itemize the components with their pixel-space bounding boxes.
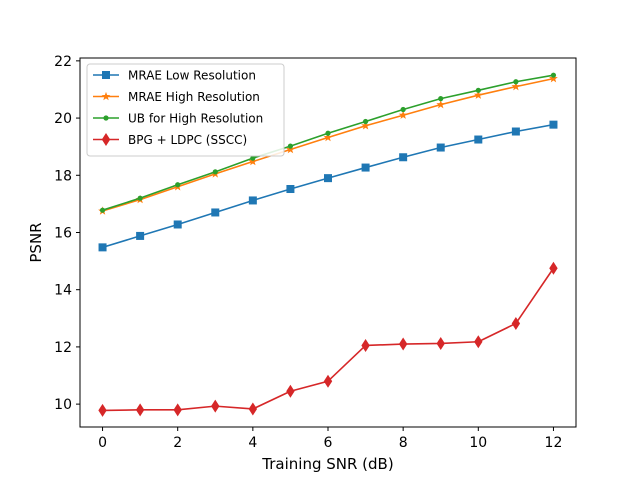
y-tick-label: 22 (54, 54, 72, 70)
data-point (286, 144, 295, 154)
data-point (399, 153, 408, 162)
data-point (549, 120, 558, 129)
data-point (513, 79, 519, 85)
data-point (549, 261, 558, 275)
data-point (137, 195, 143, 201)
data-point (511, 316, 521, 330)
data-point (286, 384, 295, 398)
series-layer (98, 72, 558, 417)
legend-marker (103, 115, 109, 121)
legend-label: MRAE Low Resolution (128, 69, 256, 83)
data-point (398, 337, 408, 351)
legend-entry: UB for High Resolution (93, 112, 263, 126)
legend-marker (102, 71, 110, 79)
x-axis-label: Training SNR (dB) (261, 455, 393, 473)
data-point (173, 403, 182, 417)
data-point (361, 121, 370, 130)
data-point (511, 82, 521, 91)
data-point (98, 403, 107, 417)
data-point (136, 231, 145, 240)
data-point (436, 100, 446, 109)
data-point (324, 174, 332, 183)
legend: MRAE Low Resolution MRAE High Resolution U… (86, 63, 285, 157)
data-point (550, 72, 557, 78)
legend-marker (101, 133, 111, 146)
x-tick-label: 12 (545, 435, 563, 451)
data-point (474, 135, 483, 144)
data-point (286, 185, 295, 194)
data-point (98, 243, 107, 252)
data-point (475, 87, 481, 93)
data-point (287, 143, 294, 149)
x-tick-label: 8 (399, 435, 408, 451)
data-point (398, 110, 408, 119)
data-point (323, 132, 333, 142)
y-tick-label: 20 (54, 111, 72, 127)
data-point (400, 106, 406, 113)
data-point (361, 163, 370, 172)
data-point (212, 169, 218, 175)
data-point (248, 402, 258, 416)
legend-label: BPG + LDPC (SSCC) (128, 133, 247, 147)
data-point (248, 156, 258, 166)
y-tick-label: 16 (54, 225, 72, 241)
legend-label: MRAE High Resolution (128, 90, 260, 104)
legend-entry: MRAE Low Resolution (93, 69, 256, 83)
legend-entry: MRAE High Resolution (93, 90, 260, 104)
x-tick-label: 4 (248, 435, 257, 451)
x-tick-label: 0 (98, 435, 107, 451)
data-point (511, 127, 520, 136)
legend-box (86, 63, 285, 157)
series-2 (99, 72, 557, 213)
data-point (362, 118, 369, 125)
legend-label: UB for High Resolution (128, 112, 263, 126)
y-tick-label: 14 (54, 283, 72, 299)
data-point (173, 220, 182, 229)
legend-entry: BPG + LDPC (SSCC) (93, 133, 247, 147)
y-tick-label: 12 (54, 340, 72, 356)
x-tick-label: 10 (469, 435, 487, 451)
data-point (549, 74, 558, 83)
data-point (436, 336, 445, 350)
data-point (473, 90, 483, 99)
data-point (175, 182, 181, 188)
data-point (135, 403, 145, 417)
series-3 (98, 261, 558, 417)
y-tick-label: 18 (54, 168, 72, 184)
data-point (438, 96, 444, 102)
data-point (361, 338, 370, 352)
x-tick-label: 2 (173, 435, 182, 451)
y-axis-label: PSNR (27, 222, 45, 262)
series-0 (98, 120, 558, 252)
x-tick-label: 6 (324, 435, 333, 451)
data-point (436, 143, 445, 152)
data-point (474, 335, 483, 349)
data-point (323, 374, 333, 388)
axes-layer: 0 2 4 6 8 10 12 10 12 14 16 18 20 22 (54, 54, 577, 451)
data-point (211, 399, 220, 413)
y-tick-label: 10 (54, 397, 72, 413)
data-point (99, 207, 106, 213)
data-point (250, 155, 256, 161)
legend-marker (101, 91, 111, 101)
data-point (325, 130, 331, 136)
data-point (248, 196, 257, 205)
data-point (211, 208, 220, 217)
